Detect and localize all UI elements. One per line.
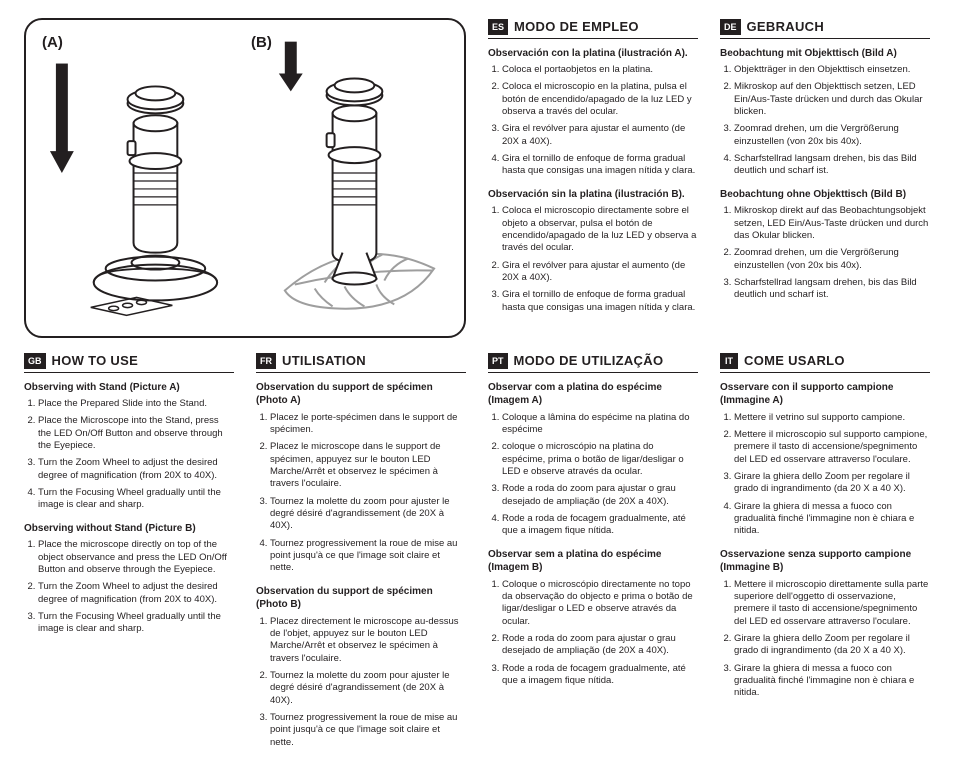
list-item: Coloca el portaobjetos en la platina. [502,64,698,76]
es-list-b: Coloca el microscopio directamente sobre… [488,205,698,314]
list-item: Rode a roda de focagem gradualmente, até… [502,513,698,538]
list-item: Tournez progressivement la roue de mise … [270,538,466,575]
lang-badge-fr: FR [256,353,276,369]
de-sub-b: Beobachtung ohne Objekttisch (Bild B) [720,188,930,202]
illustration-b-label: (B) [251,34,272,51]
pt-list-a: Coloque a lâmina do espécime na platina … [488,412,698,538]
section-head-pt: PT MODO DE UTILIZAÇÃO [488,352,698,373]
list-item: coloque o microscópio na platina do espé… [502,441,698,478]
list-item: Girare la ghiera dello Zoom per regolare… [734,471,930,496]
list-item: Mikroskop direkt auf das Beobachtungsobj… [734,205,930,242]
list-item: Girare la ghiera dello Zoom per regolare… [734,633,930,658]
fr-sub-a: Observation du support de spécimen (Phot… [256,381,466,408]
section-head-fr: FR UTILISATION [256,352,466,373]
section-it: IT COME USARLO Osservare con il supporto… [720,352,930,759]
list-item: Turn the Focusing Wheel gradually until … [38,487,234,512]
list-item: Objektträger in den Objekttisch einsetze… [734,64,930,76]
es-sub-a: Observación con la platina (ilustración … [488,47,698,61]
gb-sub-b: Observing without Stand (Picture B) [24,522,234,536]
section-title-es: MODO DE EMPLEO [514,18,639,36]
illustration-a: (A) [36,28,245,328]
fr-list-b: Placez directement le microscope au-dess… [256,616,466,749]
section-head-it: IT COME USARLO [720,352,930,373]
list-item: Mettere il microscopio sul supporto camp… [734,429,930,466]
lang-badge-es: ES [488,19,508,35]
list-item: Girare la ghiera di messa a fuoco con gr… [734,501,930,538]
illustration-b: (B) [245,28,454,328]
illustration-a-label: (A) [42,34,63,51]
gb-list-a: Place the Prepared Slide into the Stand.… [24,398,234,512]
section-es: ES MODO DE EMPLEO Observación con la pla… [488,18,698,338]
section-title-it: COME USARLO [744,352,845,370]
it-sub-a: Osservare con il supporto campione (Imma… [720,381,930,408]
gb-sub-a: Observing with Stand (Picture A) [24,381,234,395]
it-list-b: Mettere il microscopio direttamente sull… [720,579,930,700]
fr-sub-b: Observation du support de spécimen (Phot… [256,585,466,612]
microscope-with-stand-svg [36,28,245,328]
list-item: Mettere il vetrino sul supporto campione… [734,412,930,424]
list-item: Gira el revólver para ajustar el aumento… [502,123,698,148]
lang-badge-de: DE [720,19,741,35]
section-head-es: ES MODO DE EMPLEO [488,18,698,39]
microscope-on-leaf-svg [245,28,454,328]
lang-badge-pt: PT [488,353,508,369]
list-item: Girare la ghiera di messa a fuoco con gr… [734,663,930,700]
section-de: DE GEBRAUCH Beobachtung mit Objekttisch … [720,18,930,338]
section-gb: GB HOW TO USE Observing with Stand (Pict… [24,352,234,759]
it-sub-b: Osservazione senza supporto campione (Im… [720,548,930,575]
section-title-de: GEBRAUCH [747,18,825,36]
de-sub-a: Beobachtung mit Objekttisch (Bild A) [720,47,930,61]
section-title-fr: UTILISATION [282,352,366,370]
list-item: Scharfstellrad langsam drehen, bis das B… [734,153,930,178]
list-item: Place the microscope directly on top of … [38,539,234,576]
section-pt: PT MODO DE UTILIZAÇÃO Observar com a pla… [488,352,698,759]
list-item: Place the Microscope into the Stand, pre… [38,415,234,452]
pt-list-b: Coloque o microscópio directamente no to… [488,579,698,688]
list-item: Gira el tornillo de enfoque de forma gra… [502,289,698,314]
list-item: Tournez la molette du zoom pour ajuster … [270,670,466,707]
lang-badge-it: IT [720,353,738,369]
de-list-a: Objektträger in den Objekttisch einsetze… [720,64,930,178]
list-item: Placez directement le microscope au-dess… [270,616,466,665]
section-head-gb: GB HOW TO USE [24,352,234,373]
list-item: Mikroskop auf den Objekttisch setzen, LE… [734,81,930,118]
list-item: Rode a roda do zoom para ajustar o grau … [502,633,698,658]
illustration-box: (A) [24,18,466,338]
es-sub-b: Observación sin la platina (ilustración … [488,188,698,202]
section-fr: FR UTILISATION Observation du support de… [256,352,466,759]
list-item: Rode a roda de focagem gradualmente, até… [502,663,698,688]
list-item: Zoomrad drehen, um die Vergrößerung einz… [734,123,930,148]
list-item: Tournez la molette du zoom pour ajuster … [270,496,466,533]
list-item: Turn the Zoom Wheel to adjust the desire… [38,457,234,482]
section-head-de: DE GEBRAUCH [720,18,930,39]
gb-list-b: Place the microscope directly on top of … [24,539,234,635]
list-item: Gira el revólver para ajustar el aumento… [502,260,698,285]
list-item: Placez le porte-spécimen dans le support… [270,412,466,437]
lang-badge-gb: GB [24,353,46,369]
fr-list-a: Placez le porte-spécimen dans le support… [256,412,466,575]
list-item: Gira el tornillo de enfoque de forma gra… [502,153,698,178]
list-item: Turn the Focusing Wheel gradually until … [38,611,234,636]
es-list-a: Coloca el portaobjetos en la platina. Col… [488,64,698,178]
pt-sub-a: Observar com a platina do espécime (Imag… [488,381,698,408]
section-title-pt: MODO DE UTILIZAÇÃO [514,352,664,370]
pt-sub-b: Observar sem a platina do espécime (Imag… [488,548,698,575]
section-title-gb: HOW TO USE [52,352,139,370]
list-item: Turn the Zoom Wheel to adjust the desire… [38,581,234,606]
de-list-b: Mikroskop direkt auf das Beobachtungsobj… [720,205,930,301]
list-item: Coloca el microscopio directamente sobre… [502,205,698,254]
list-item: Tournez progressivement la roue de mise … [270,712,466,749]
list-item: Zoomrad drehen, um die Vergrößerung einz… [734,247,930,272]
list-item: Coloque o microscópio directamente no to… [502,579,698,628]
list-item: Mettere il microscopio direttamente sull… [734,579,930,628]
list-item: Coloca el microscopio en la platina, pul… [502,81,698,118]
it-list-a: Mettere il vetrino sul supporto campione… [720,412,930,538]
list-item: Rode a roda do zoom para ajustar o grau … [502,483,698,508]
list-item: Coloque a lâmina do espécime na platina … [502,412,698,437]
list-item: Place the Prepared Slide into the Stand. [38,398,234,410]
list-item: Scharfstellrad langsam drehen, bis das B… [734,277,930,302]
list-item: Placez le microscope dans le support de … [270,441,466,490]
